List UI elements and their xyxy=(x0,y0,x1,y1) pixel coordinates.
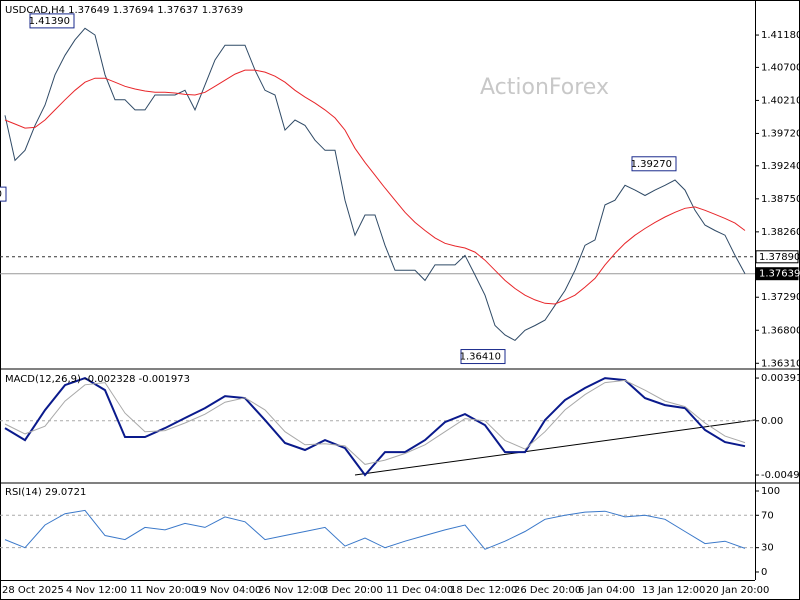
annotation-box xyxy=(0,186,7,202)
x-tick-label: 28 Oct 2025 xyxy=(2,585,64,596)
y-tick-label: 1.40210 xyxy=(761,95,800,106)
y-tick-label: 1.36800 xyxy=(761,325,800,336)
annotation-label: 0 xyxy=(0,189,2,200)
watermark: ActionForex xyxy=(480,75,609,100)
y-tick-label: 70 xyxy=(761,510,774,521)
y-tick-label: 1.36310 xyxy=(761,358,800,369)
annotation-label: 1.36410 xyxy=(460,352,501,363)
series-line xyxy=(4,509,746,550)
x-tick-label: 18 Dec 12:00 xyxy=(450,585,517,596)
y-tick-label: 1.40700 xyxy=(761,62,800,73)
annotation-box xyxy=(29,13,75,29)
x-tick-label: 11 Dec 04:00 xyxy=(386,585,453,596)
annotation-box xyxy=(460,349,506,365)
x-tick-label: 20 Jan 20:00 xyxy=(706,585,769,596)
level-label-box xyxy=(755,250,799,264)
y-tick-label: 0.00 xyxy=(761,416,783,427)
y-tick-label: 1.39720 xyxy=(761,128,800,139)
y-tick-label: -0.00497 xyxy=(761,470,800,481)
level-label-box xyxy=(755,267,799,281)
x-tick-label: 19 Nov 04:00 xyxy=(194,585,261,596)
panel-title: RSI(14) 29.0721 xyxy=(5,487,86,498)
x-tick-label: 6 Jan 04:00 xyxy=(578,585,635,596)
y-tick-label: 1.38750 xyxy=(761,194,800,205)
y-tick-label: 1.37290 xyxy=(761,292,800,303)
y-tick-label: 0 xyxy=(761,567,767,578)
panel-title: USDCAD,H4 1.37649 1.37694 1.37637 1.3763… xyxy=(5,5,243,16)
trend-line xyxy=(354,419,756,476)
level-label: 1.37639 xyxy=(759,269,800,280)
series-line xyxy=(4,27,746,342)
x-tick-label: 11 Nov 20:00 xyxy=(130,585,197,596)
y-tick-label: 100 xyxy=(761,486,780,497)
x-tick-label: 13 Jan 12:00 xyxy=(642,585,705,596)
y-tick-label: 30 xyxy=(761,543,774,554)
series-line xyxy=(4,377,746,477)
panel-title: MACD(12,26,9) -0.002328 -0.001973 xyxy=(5,374,190,385)
annotation-label: 1.39270 xyxy=(631,159,672,170)
x-tick-label: 4 Nov 12:00 xyxy=(66,585,127,596)
series-line xyxy=(4,379,746,465)
y-tick-label: 0.003914 xyxy=(761,373,800,384)
x-tick-label: 26 Nov 12:00 xyxy=(258,585,325,596)
level-label: 1.37890 xyxy=(759,252,800,263)
annotation-label: 1.41390 xyxy=(29,16,70,27)
annotation-box xyxy=(631,156,677,172)
x-tick-label: 3 Dec 20:00 xyxy=(322,585,383,596)
y-tick-label: 1.38260 xyxy=(761,227,800,238)
x-tick-label: 26 Dec 20:00 xyxy=(514,585,581,596)
y-tick-label: 1.41180 xyxy=(761,30,800,41)
y-tick-label: 1.39240 xyxy=(761,161,800,172)
series-line xyxy=(4,69,746,305)
